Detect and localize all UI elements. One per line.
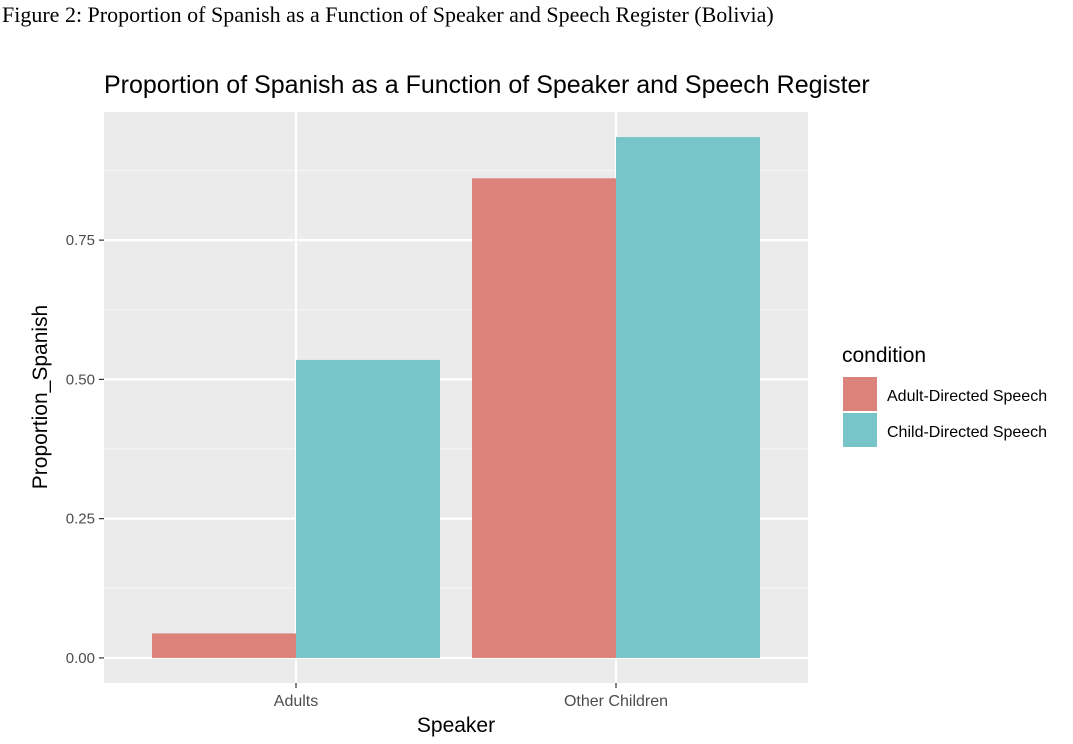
chart-title: Proportion of Spanish as a Function of S… xyxy=(104,71,870,99)
legend-label: Adult-Directed Speech xyxy=(887,388,1047,405)
y-axis-ticks: 0.00 0.25 0.50 0.75 xyxy=(66,232,104,667)
x-tick-label: Other Children xyxy=(564,693,668,710)
legend-label: Child-Directed Speech xyxy=(887,424,1047,441)
y-tick-label: 0.00 xyxy=(66,650,95,667)
legend-title: condition xyxy=(842,344,926,367)
y-tick-label: 0.75 xyxy=(66,232,95,249)
bars xyxy=(152,137,760,658)
y-axis-title: Proportion_Spanish xyxy=(29,305,52,489)
x-tick-label: Adults xyxy=(274,693,318,710)
x-axis-ticks: Adults Other Children xyxy=(274,683,668,710)
legend: condition Adult-Directed Speech Child-Dir… xyxy=(842,344,1047,447)
legend-swatch xyxy=(843,413,877,447)
y-tick-label: 0.25 xyxy=(66,511,95,528)
bar xyxy=(296,359,440,658)
legend-items: Adult-Directed Speech Child-Directed Spee… xyxy=(843,377,1047,447)
x-axis-title: Speaker xyxy=(417,714,495,737)
bar xyxy=(616,137,760,658)
figure-caption: Figure 2: Proportion of Spanish as a Fun… xyxy=(2,2,774,27)
y-tick-label: 0.50 xyxy=(66,371,95,388)
bar xyxy=(152,633,296,658)
bar xyxy=(472,178,616,658)
legend-swatch xyxy=(843,377,877,411)
